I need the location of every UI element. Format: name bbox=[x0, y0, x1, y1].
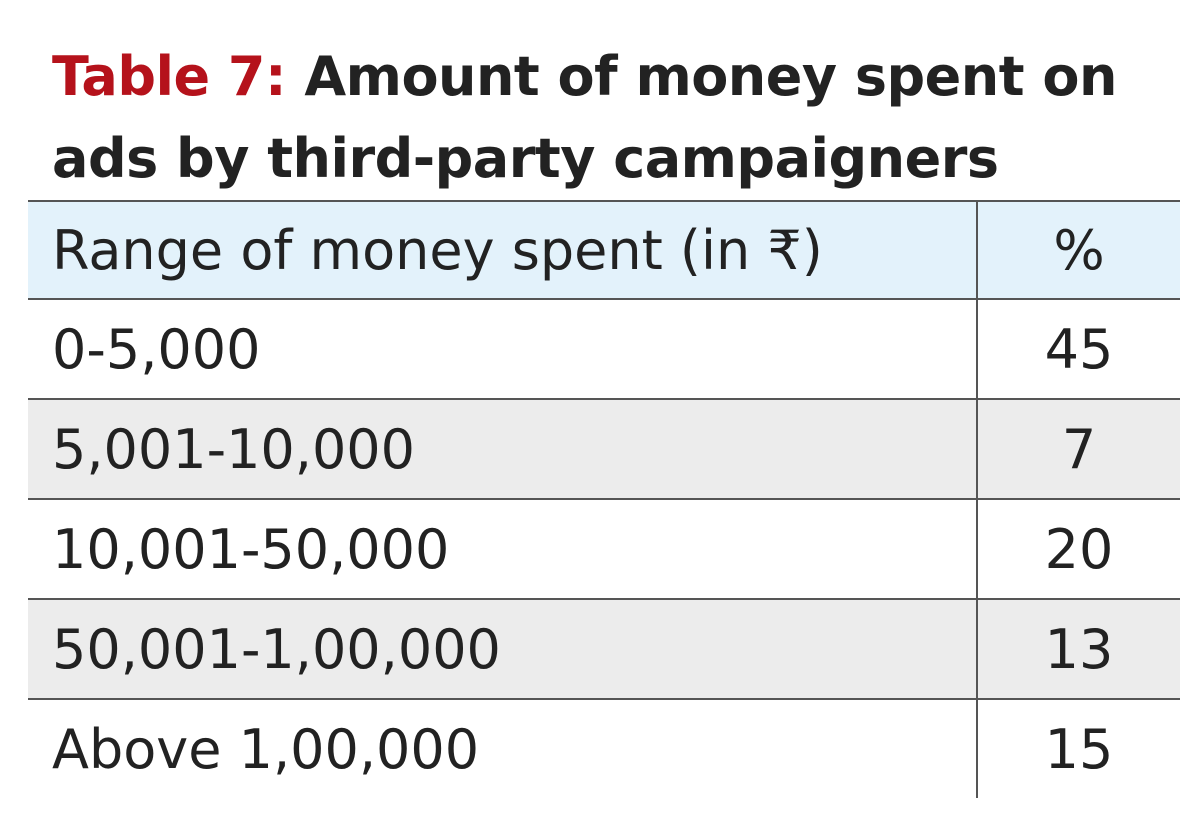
table-row: 5,001-10,000 7 bbox=[28, 399, 1180, 500]
table-title-label: Table 7: bbox=[52, 45, 287, 108]
data-table: Range of money spent (in ₹) % 0-5,000 45 5… bbox=[28, 200, 1180, 798]
table-title-text: Amount of money spent on ads by third-pa… bbox=[52, 45, 1117, 190]
cell-range: 10,001-50,000 bbox=[28, 499, 977, 600]
cell-percent: 13 bbox=[976, 599, 1180, 700]
table-row: 50,001-1,00,000 13 bbox=[28, 599, 1180, 700]
cell-range: 50,001-1,00,000 bbox=[28, 599, 977, 700]
data-table-container: Range of money spent (in ₹) % 0-5,000 45 5… bbox=[28, 200, 1180, 798]
cell-percent: 15 bbox=[976, 699, 1180, 798]
table-row: 0-5,000 45 bbox=[28, 299, 1180, 400]
column-header-range: Range of money spent (in ₹) bbox=[28, 200, 977, 300]
column-header-percent: % bbox=[976, 200, 1180, 300]
cell-range: 0-5,000 bbox=[28, 299, 977, 400]
table-header-row: Range of money spent (in ₹) % bbox=[28, 200, 1180, 300]
cell-percent: 7 bbox=[976, 399, 1180, 500]
table-title: Table 7: Amount of money spent on ads by… bbox=[52, 36, 1172, 200]
cell-range: 5,001-10,000 bbox=[28, 399, 977, 500]
cell-percent: 20 bbox=[976, 499, 1180, 600]
table-row: Above 1,00,000 15 bbox=[28, 699, 1180, 798]
cell-percent: 45 bbox=[976, 299, 1180, 400]
table-body: 0-5,000 45 5,001-10,000 7 10,001-50,000 20 50,… bbox=[28, 299, 1180, 798]
table-row: 10,001-50,000 20 bbox=[28, 499, 1180, 600]
cell-range: Above 1,00,000 bbox=[52, 717, 480, 781]
table-header: Range of money spent (in ₹) % bbox=[28, 200, 1180, 300]
